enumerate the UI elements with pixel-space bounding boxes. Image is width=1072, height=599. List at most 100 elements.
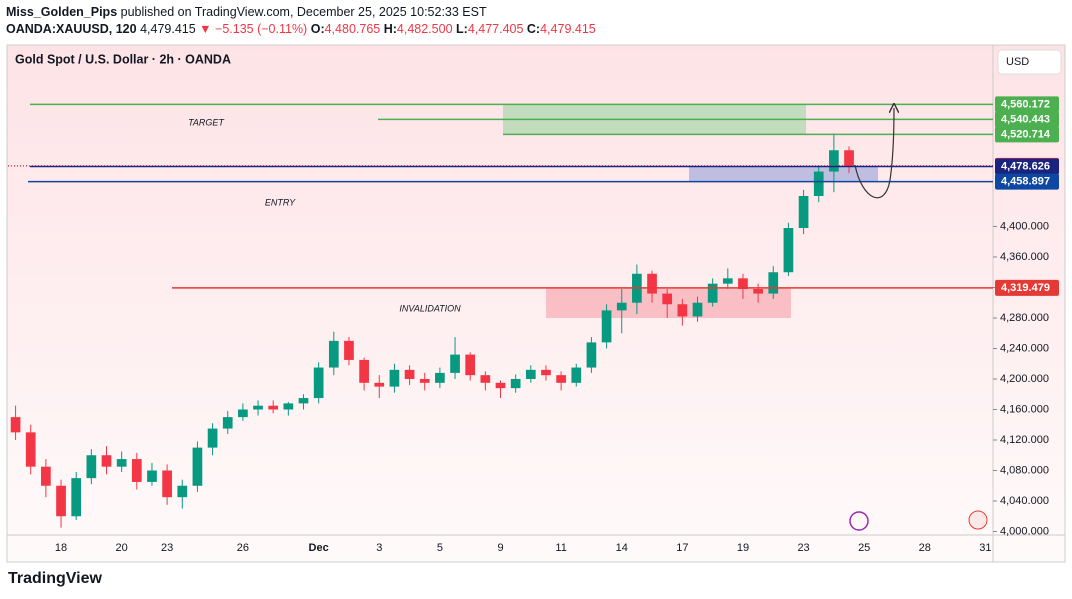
candle-body — [495, 382, 506, 389]
price-label-bg — [995, 173, 1059, 190]
x-tick-label: 23 — [161, 542, 173, 554]
y-tick-label: 4,120.000 — [1000, 434, 1049, 446]
y-tick-label: 4,280.000 — [1000, 312, 1049, 324]
candle-body — [374, 382, 385, 387]
currency-button[interactable] — [997, 49, 1062, 75]
candle-body — [571, 367, 582, 383]
candle-body — [510, 378, 521, 389]
zone-label: INVALIDATION — [399, 303, 461, 313]
price-label: 4,319.479 — [1001, 282, 1050, 294]
currency: USD — [1006, 56, 1029, 68]
candle-body — [586, 342, 597, 368]
candle-body — [783, 228, 794, 273]
c-label: C: — [526, 22, 541, 36]
candle-body — [131, 459, 142, 482]
candle-body — [268, 405, 279, 410]
candle-body — [450, 354, 460, 373]
candle-body — [404, 369, 415, 379]
y-tick-label: 4,240.000 — [1000, 342, 1049, 354]
candle-body — [10, 417, 21, 433]
x-tick-label: 5 — [437, 542, 443, 554]
x-tick-label: 31 — [979, 542, 991, 554]
candle-body — [56, 485, 66, 517]
flag-icon[interactable] — [968, 510, 988, 530]
h: 4,482.500 — [396, 22, 453, 36]
candle-body — [359, 359, 369, 383]
candle-body — [616, 302, 627, 311]
h-label: H: — [383, 22, 397, 36]
y-tick-label: 4,200.000 — [1000, 373, 1049, 385]
price-label-bg — [995, 111, 1059, 128]
zone — [689, 166, 878, 182]
candle-body — [313, 367, 324, 399]
candle-body — [844, 150, 854, 166]
candle-body — [207, 428, 218, 448]
candle-body — [768, 272, 779, 294]
publish-line: Miss_Golden_Pips published on TradingVie… — [6, 4, 596, 21]
brand: TradingView — [8, 570, 102, 587]
price-label: 4,540.443 — [1001, 113, 1050, 125]
event-icon[interactable] — [849, 511, 869, 531]
candle-body — [647, 273, 657, 294]
candle-body — [662, 293, 673, 305]
x-tick-label: 20 — [116, 542, 128, 554]
zone-label: ENTRY — [265, 197, 296, 207]
candle-body — [692, 302, 703, 317]
x-tick-label: 23 — [797, 542, 809, 554]
change: −5.135 (−0.11%) — [215, 22, 308, 36]
candle-body — [283, 403, 294, 410]
x-tick-label: 26 — [237, 542, 249, 554]
x-tick-label: Dec — [309, 542, 329, 554]
symbol: OANDA:XAUUSD, 120 — [6, 22, 137, 36]
price: 4,479.415 — [140, 22, 196, 36]
x-tick-label: 17 — [676, 542, 688, 554]
candle-body — [556, 375, 566, 383]
candle-body — [798, 195, 809, 229]
x-tick-label: 28 — [919, 542, 931, 554]
x-tick-label: 25 — [858, 542, 870, 554]
candle-body — [101, 455, 112, 467]
candle-body — [829, 150, 839, 172]
candle-body — [541, 369, 551, 376]
y-tick-label: 4,000.000 — [1000, 525, 1049, 537]
candle-body — [116, 459, 127, 467]
price-label-bg — [995, 96, 1059, 113]
candle-body — [722, 278, 733, 284]
l: 4,477.405 — [467, 22, 524, 36]
chart-title: Gold Spot / U.S. Dollar · 2h · OANDA — [15, 52, 231, 66]
candle-body — [753, 289, 763, 294]
price-label: 4,478.626 — [1001, 160, 1050, 172]
price-label: 4,520.714 — [1001, 128, 1051, 140]
candle-body — [677, 304, 688, 317]
l-label: L: — [456, 22, 468, 36]
candle-body — [238, 409, 248, 418]
candle-body — [435, 372, 445, 383]
candle-body — [419, 378, 430, 383]
price-label: 4,458.897 — [1001, 175, 1050, 187]
x-tick-label: 19 — [737, 542, 749, 554]
candle-body — [162, 470, 172, 498]
price-label: 4,560.172 — [1001, 98, 1050, 110]
y-tick-label: 4,040.000 — [1000, 495, 1049, 507]
candle-body — [480, 375, 491, 383]
candle-body — [813, 171, 824, 196]
candle-body — [177, 485, 188, 498]
chart: 4,000.000 4,040.000 4,080.000 4,120.000 4,16… — [6, 44, 1066, 563]
price-label-bg — [995, 158, 1059, 175]
candle-body — [222, 417, 233, 429]
candle-body — [601, 310, 612, 343]
candle-body — [86, 455, 97, 479]
y-tick-label: 4,080.000 — [1000, 464, 1049, 476]
x-tick-label: 14 — [616, 542, 628, 554]
x-tick-label: 18 — [55, 542, 67, 554]
candle-body — [389, 369, 400, 387]
footer: TradingView — [8, 570, 102, 588]
candle-body — [738, 278, 748, 290]
candle-body — [525, 369, 536, 379]
candle-body — [707, 283, 718, 303]
candle-body — [192, 447, 203, 486]
projection-arrow — [854, 108, 894, 199]
y-tick-label: 4,360.000 — [1000, 251, 1049, 263]
zone-label: TARGET — [188, 117, 225, 127]
